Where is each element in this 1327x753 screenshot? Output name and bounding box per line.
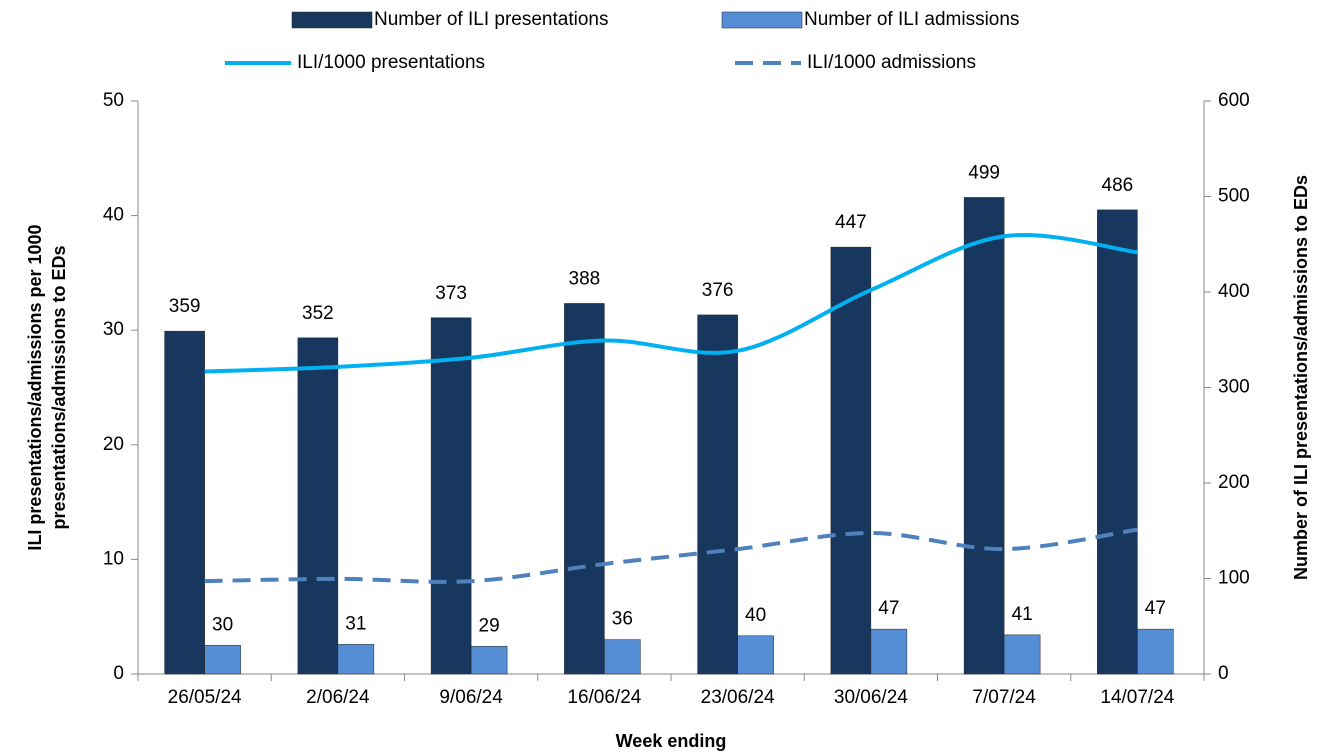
y2-tick-label: 400 — [1218, 281, 1250, 302]
bar — [204, 645, 241, 675]
y2-tick-label: 200 — [1218, 472, 1250, 493]
y-tick-label: 30 — [103, 319, 124, 340]
value-label: 47 — [1145, 598, 1166, 619]
y-tick-label: 0 — [113, 663, 124, 684]
bar — [337, 644, 375, 675]
bar — [604, 639, 641, 675]
x-tick-label: 23/06/24 — [701, 687, 775, 708]
y-axis-title: ILI presentations/admissions per 1000 — [25, 224, 45, 550]
x-tick-label: 9/06/24 — [439, 687, 503, 708]
value-label: 41 — [1012, 604, 1033, 625]
bar — [1097, 209, 1138, 675]
x-tick-label: 7/07/24 — [972, 687, 1036, 708]
line — [204, 233, 1138, 374]
value-label: 499 — [968, 162, 1000, 183]
y2-tick-label: 600 — [1218, 90, 1250, 111]
y-tick-label: 50 — [103, 90, 124, 111]
x-tick-label: 14/07/24 — [1100, 687, 1174, 708]
value-label: 47 — [878, 598, 899, 619]
value-label: 30 — [212, 614, 233, 635]
x-tick-label: 26/05/24 — [168, 687, 242, 708]
bar — [737, 635, 774, 675]
y2-tick-label: 500 — [1218, 186, 1250, 207]
bar — [830, 246, 872, 675]
bar — [870, 628, 908, 675]
bar — [430, 317, 472, 675]
value-label: 352 — [302, 303, 334, 324]
legend-swatch — [291, 11, 373, 29]
legend-label: Number of ILI presentations — [374, 9, 608, 30]
legend-label: Number of ILI admissions — [804, 9, 1019, 30]
y-tick-label: 40 — [103, 205, 124, 226]
bar — [1137, 628, 1174, 675]
y2-tick-label: 0 — [1218, 663, 1229, 684]
value-label: 36 — [612, 609, 633, 630]
y-tick-label: 20 — [103, 434, 124, 455]
value-label: 29 — [479, 615, 500, 636]
value-label: 376 — [702, 280, 734, 301]
bar — [297, 337, 339, 675]
x-tick-label: 2/06/24 — [306, 687, 370, 708]
bar — [1003, 634, 1041, 675]
bar — [697, 314, 738, 675]
y-tick-label: 10 — [103, 548, 124, 569]
y2-tick-label: 100 — [1218, 568, 1250, 589]
legend-label: ILI/1000 admissions — [807, 52, 976, 73]
legend-label: ILI/1000 presentations — [297, 52, 485, 73]
y2-axis-title: Number of ILI presentations/admissions t… — [1291, 175, 1311, 580]
y-axis-title: presentations/admissions to EDs — [49, 245, 69, 529]
x-tick-label: 16/06/24 — [567, 687, 641, 708]
legend-swatch — [721, 11, 803, 29]
y2-tick-label: 300 — [1218, 377, 1250, 398]
line — [204, 527, 1138, 584]
x-axis-title: Week ending — [616, 731, 727, 751]
value-label: 359 — [169, 296, 201, 317]
value-label: 373 — [435, 283, 467, 304]
bar — [564, 303, 605, 675]
value-label: 31 — [345, 613, 366, 634]
x-tick-label: 30/06/24 — [834, 687, 908, 708]
bar — [164, 330, 205, 675]
value-label: 447 — [835, 212, 867, 233]
bar — [963, 197, 1005, 675]
value-label: 388 — [569, 268, 601, 289]
bar — [470, 646, 508, 675]
value-label: 486 — [1102, 175, 1134, 196]
value-label: 40 — [745, 605, 766, 626]
